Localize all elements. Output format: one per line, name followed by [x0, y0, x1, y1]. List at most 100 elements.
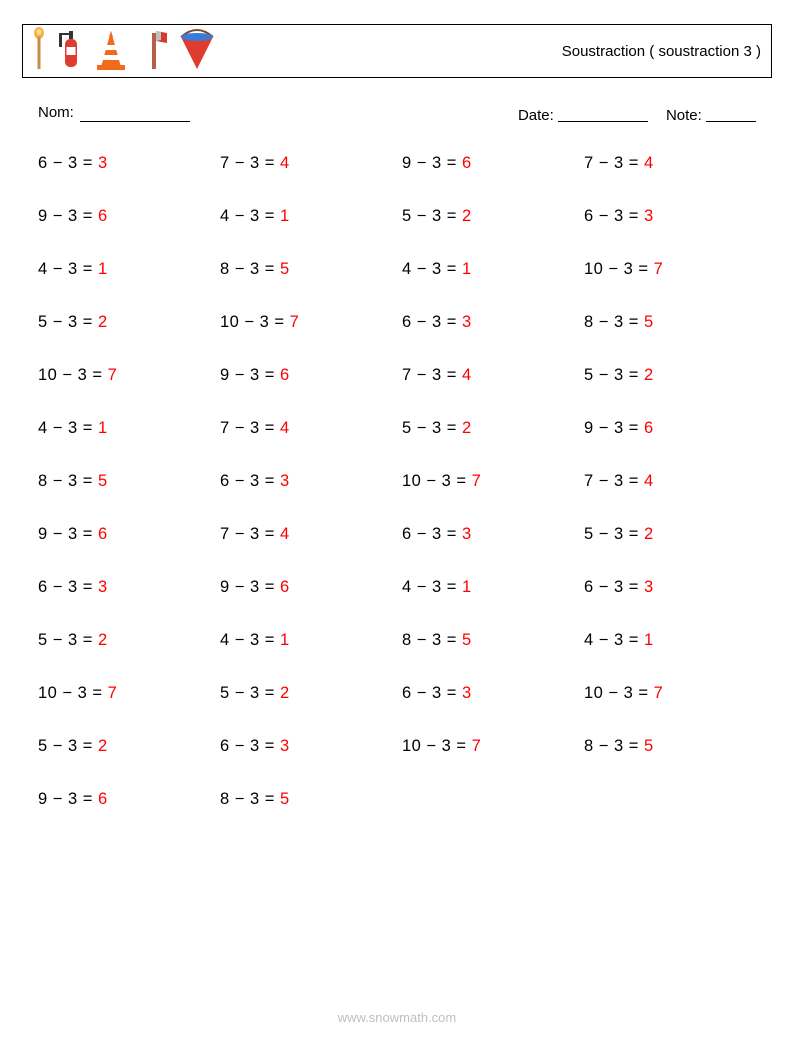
- problem-answer: 3: [462, 525, 472, 543]
- problem: 8 − 3 = 5: [584, 313, 756, 332]
- problem: 4 − 3 = 1: [38, 260, 210, 279]
- problems-grid: 6 − 3 = 3 9 − 3 = 6 4 − 3 = 1 5 − 3 = 2 10 −…: [38, 154, 756, 843]
- problem: 7 − 3 = 4: [402, 366, 574, 385]
- problem-answer: 7: [472, 737, 482, 755]
- date-underline: [558, 106, 648, 122]
- problem: 6 − 3 = 3: [584, 578, 756, 597]
- problems-column: 9 − 3 = 6 5 − 3 = 2 4 − 3 = 1 6 − 3 = 3 7 − …: [402, 154, 574, 843]
- problem-expression: 8 − 3 =: [220, 260, 280, 278]
- header-box: Soustraction ( soustraction 3 ): [22, 24, 772, 78]
- worksheet-page: Soustraction ( soustraction 3 ) Nom: Dat…: [0, 0, 794, 843]
- problem-expression: 9 − 3 =: [38, 207, 98, 225]
- problem-answer: 4: [280, 419, 290, 437]
- worksheet-title: Soustraction ( soustraction 3 ): [562, 43, 761, 60]
- problem: 4 − 3 = 1: [402, 260, 574, 279]
- problem: 7 − 3 = 4: [584, 472, 756, 491]
- problem-expression: 7 − 3 =: [220, 419, 280, 437]
- problem-answer: 4: [644, 472, 654, 490]
- problem-expression: 7 − 3 =: [584, 472, 644, 490]
- problem-answer: 2: [280, 684, 290, 702]
- problem: 9 − 3 = 6: [584, 419, 756, 438]
- problem-answer: 7: [108, 366, 118, 384]
- problem-expression: 6 − 3 =: [402, 525, 462, 543]
- problem-expression: 5 − 3 =: [584, 525, 644, 543]
- problem: 5 − 3 = 2: [402, 419, 574, 438]
- problem-expression: 6 − 3 =: [584, 207, 644, 225]
- problem: 9 − 3 = 6: [402, 154, 574, 173]
- problem-expression: 10 − 3 =: [402, 472, 472, 490]
- problem: 5 − 3 = 2: [38, 737, 210, 756]
- problem-answer: 2: [644, 366, 654, 384]
- problem: 9 − 3 = 6: [38, 525, 210, 544]
- problem-expression: 9 − 3 =: [38, 525, 98, 543]
- problem: 10 − 3 = 7: [38, 366, 210, 385]
- problem-expression: 6 − 3 =: [402, 684, 462, 702]
- problem: 7 − 3 = 4: [220, 419, 392, 438]
- problem-expression: 9 − 3 =: [220, 578, 280, 596]
- score-label: Note:: [666, 107, 702, 124]
- meta-date: Date:: [518, 104, 648, 124]
- problem-expression: 4 − 3 =: [402, 260, 462, 278]
- problem-expression: 8 − 3 =: [220, 790, 280, 808]
- problem: 5 − 3 = 2: [584, 366, 756, 385]
- problem-answer: 3: [644, 578, 654, 596]
- problem-expression: 10 − 3 =: [220, 313, 290, 331]
- meta-right: Date: Note:: [518, 104, 756, 124]
- problem: 8 − 3 = 5: [38, 472, 210, 491]
- problem-expression: 9 − 3 =: [402, 154, 462, 172]
- problem-expression: 6 − 3 =: [584, 578, 644, 596]
- problem-expression: 6 − 3 =: [220, 472, 280, 490]
- problem-answer: 1: [462, 260, 472, 278]
- problem: 10 − 3 = 7: [584, 684, 756, 703]
- problem-answer: 2: [462, 419, 472, 437]
- score-underline: [706, 106, 756, 122]
- problem: 8 − 3 = 5: [220, 790, 392, 809]
- problem: 10 − 3 = 7: [402, 472, 574, 491]
- problem-expression: 5 − 3 =: [584, 366, 644, 384]
- problem: 9 − 3 = 6: [220, 578, 392, 597]
- name-label: Nom:: [38, 104, 74, 124]
- problem: 9 − 3 = 6: [38, 207, 210, 226]
- problem: 7 − 3 = 4: [220, 525, 392, 544]
- problem: 6 − 3 = 3: [402, 684, 574, 703]
- problem-answer: 2: [98, 313, 108, 331]
- problem-answer: 1: [644, 631, 654, 649]
- problem-expression: 9 − 3 =: [584, 419, 644, 437]
- problem: 5 − 3 = 2: [38, 313, 210, 332]
- problem-answer: 1: [98, 419, 108, 437]
- problem-answer: 4: [462, 366, 472, 384]
- meta-name: Nom:: [38, 104, 190, 124]
- problem: 4 − 3 = 1: [220, 631, 392, 650]
- problem-expression: 6 − 3 =: [220, 737, 280, 755]
- problem-answer: 6: [462, 154, 472, 172]
- problem: 9 − 3 = 6: [220, 366, 392, 385]
- problem-expression: 4 − 3 =: [220, 631, 280, 649]
- problem-answer: 4: [280, 525, 290, 543]
- problem-answer: 4: [280, 154, 290, 172]
- footer-url: www.snowmath.com: [0, 1010, 794, 1025]
- problem-expression: 7 − 3 =: [584, 154, 644, 172]
- problem-answer: 1: [280, 631, 290, 649]
- problem-answer: 3: [462, 313, 472, 331]
- problem-answer: 7: [290, 313, 300, 331]
- problem-expression: 10 − 3 =: [38, 366, 108, 384]
- problem: 7 − 3 = 4: [584, 154, 756, 173]
- problem-answer: 2: [98, 737, 108, 755]
- header-icons: [29, 27, 217, 76]
- problem-answer: 3: [280, 472, 290, 490]
- date-label: Date:: [518, 107, 554, 124]
- problem-answer: 1: [280, 207, 290, 225]
- problem-answer: 6: [98, 790, 108, 808]
- meta-score: Note:: [666, 104, 756, 124]
- problem: 4 − 3 = 1: [402, 578, 574, 597]
- problem-answer: 3: [280, 737, 290, 755]
- name-underline: [80, 106, 190, 122]
- problem-expression: 5 − 3 =: [38, 313, 98, 331]
- problem-answer: 5: [280, 260, 290, 278]
- problem-answer: 4: [644, 154, 654, 172]
- problem-answer: 7: [108, 684, 118, 702]
- problem: 8 − 3 = 5: [402, 631, 574, 650]
- problem-answer: 5: [462, 631, 472, 649]
- problem-expression: 10 − 3 =: [584, 684, 654, 702]
- problem: 10 − 3 = 7: [220, 313, 392, 332]
